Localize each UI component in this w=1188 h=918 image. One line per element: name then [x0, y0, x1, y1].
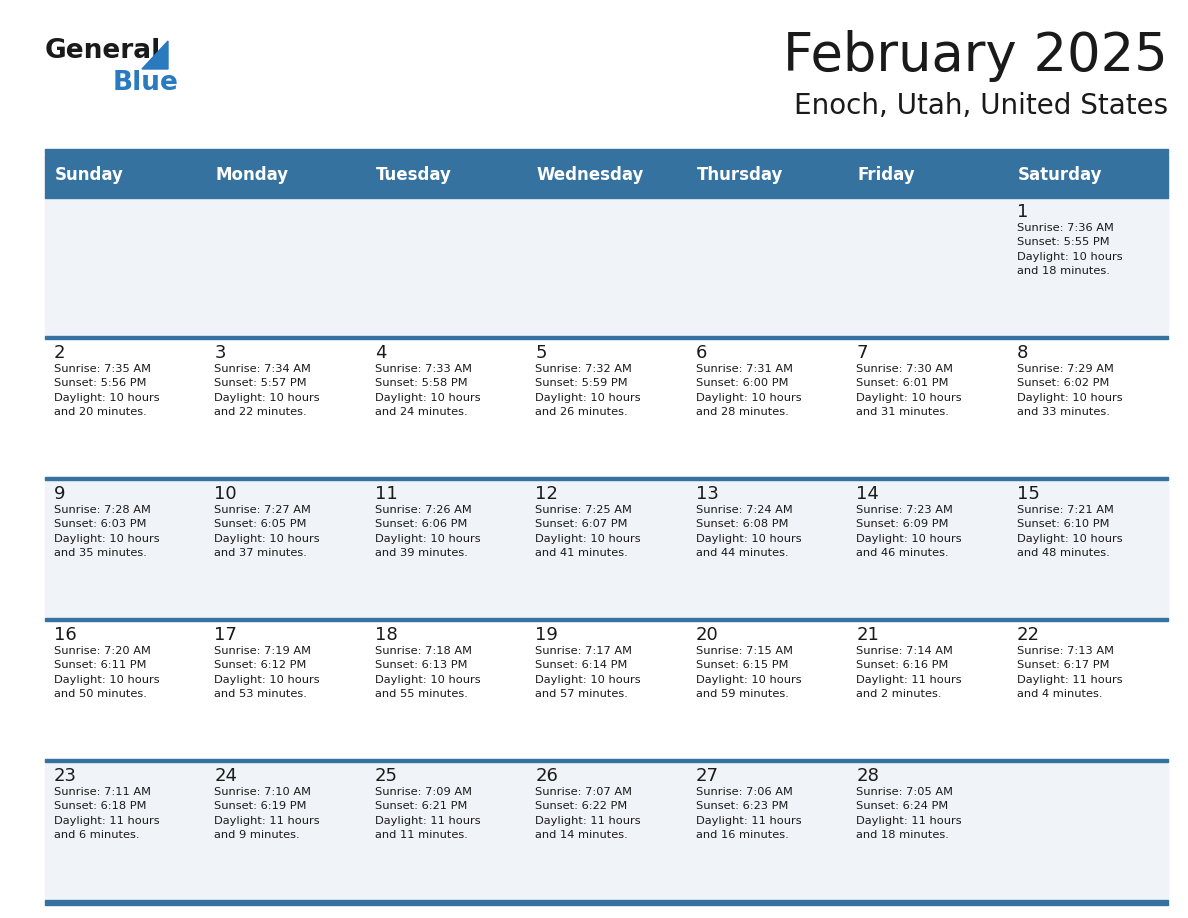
- Text: 20: 20: [696, 626, 719, 644]
- Text: Saturday: Saturday: [1018, 166, 1102, 184]
- Text: 28: 28: [857, 767, 879, 785]
- Text: Monday: Monday: [215, 166, 289, 184]
- Text: Sunrise: 7:33 AM
Sunset: 5:58 PM
Daylight: 10 hours
and 24 minutes.: Sunrise: 7:33 AM Sunset: 5:58 PM Dayligh…: [375, 364, 480, 417]
- Text: 18: 18: [375, 626, 398, 644]
- Text: 16: 16: [53, 626, 77, 644]
- Text: Thursday: Thursday: [696, 166, 783, 184]
- Text: 5: 5: [536, 344, 546, 362]
- Bar: [45, 618, 1168, 759]
- Text: Sunrise: 7:18 AM
Sunset: 6:13 PM
Daylight: 10 hours
and 55 minutes.: Sunrise: 7:18 AM Sunset: 6:13 PM Dayligh…: [375, 646, 480, 700]
- Text: 15: 15: [1017, 485, 1040, 503]
- Text: 17: 17: [214, 626, 238, 644]
- Text: 24: 24: [214, 767, 238, 785]
- Bar: [45, 195, 1168, 336]
- Text: Sunrise: 7:36 AM
Sunset: 5:55 PM
Daylight: 10 hours
and 18 minutes.: Sunrise: 7:36 AM Sunset: 5:55 PM Dayligh…: [1017, 223, 1123, 276]
- Text: 8: 8: [1017, 344, 1028, 362]
- Text: Sunrise: 7:30 AM
Sunset: 6:01 PM
Daylight: 10 hours
and 31 minutes.: Sunrise: 7:30 AM Sunset: 6:01 PM Dayligh…: [857, 364, 962, 417]
- Text: 2: 2: [53, 344, 65, 362]
- Text: 3: 3: [214, 344, 226, 362]
- Text: Sunrise: 7:24 AM
Sunset: 6:08 PM
Daylight: 10 hours
and 44 minutes.: Sunrise: 7:24 AM Sunset: 6:08 PM Dayligh…: [696, 505, 802, 558]
- Text: 7: 7: [857, 344, 867, 362]
- Text: Sunrise: 7:15 AM
Sunset: 6:15 PM
Daylight: 10 hours
and 59 minutes.: Sunrise: 7:15 AM Sunset: 6:15 PM Dayligh…: [696, 646, 802, 700]
- Text: Blue: Blue: [113, 70, 179, 96]
- Text: Sunrise: 7:17 AM
Sunset: 6:14 PM
Daylight: 10 hours
and 57 minutes.: Sunrise: 7:17 AM Sunset: 6:14 PM Dayligh…: [536, 646, 640, 700]
- Text: Wednesday: Wednesday: [536, 166, 644, 184]
- Text: 19: 19: [536, 626, 558, 644]
- Bar: [45, 195, 1168, 197]
- Text: 1: 1: [1017, 203, 1028, 221]
- Polygon shape: [143, 41, 168, 69]
- Bar: [45, 759, 1168, 900]
- Text: Sunrise: 7:14 AM
Sunset: 6:16 PM
Daylight: 11 hours
and 2 minutes.: Sunrise: 7:14 AM Sunset: 6:16 PM Dayligh…: [857, 646, 962, 700]
- Text: Sunrise: 7:29 AM
Sunset: 6:02 PM
Daylight: 10 hours
and 33 minutes.: Sunrise: 7:29 AM Sunset: 6:02 PM Dayligh…: [1017, 364, 1123, 417]
- Text: 9: 9: [53, 485, 65, 503]
- Text: Sunrise: 7:25 AM
Sunset: 6:07 PM
Daylight: 10 hours
and 41 minutes.: Sunrise: 7:25 AM Sunset: 6:07 PM Dayligh…: [536, 505, 640, 558]
- Text: Sunrise: 7:28 AM
Sunset: 6:03 PM
Daylight: 10 hours
and 35 minutes.: Sunrise: 7:28 AM Sunset: 6:03 PM Dayligh…: [53, 505, 159, 558]
- Text: Sunrise: 7:09 AM
Sunset: 6:21 PM
Daylight: 11 hours
and 11 minutes.: Sunrise: 7:09 AM Sunset: 6:21 PM Dayligh…: [375, 787, 480, 840]
- Text: 14: 14: [857, 485, 879, 503]
- Text: 10: 10: [214, 485, 238, 503]
- Bar: [45, 477, 1168, 618]
- Bar: [45, 477, 1168, 479]
- Bar: [45, 759, 1168, 762]
- Text: Sunrise: 7:23 AM
Sunset: 6:09 PM
Daylight: 10 hours
and 46 minutes.: Sunrise: 7:23 AM Sunset: 6:09 PM Dayligh…: [857, 505, 962, 558]
- Text: Sunday: Sunday: [55, 166, 124, 184]
- Text: Sunrise: 7:05 AM
Sunset: 6:24 PM
Daylight: 11 hours
and 18 minutes.: Sunrise: 7:05 AM Sunset: 6:24 PM Dayligh…: [857, 787, 962, 840]
- Text: Sunrise: 7:13 AM
Sunset: 6:17 PM
Daylight: 11 hours
and 4 minutes.: Sunrise: 7:13 AM Sunset: 6:17 PM Dayligh…: [1017, 646, 1123, 700]
- Text: 21: 21: [857, 626, 879, 644]
- Text: Sunrise: 7:27 AM
Sunset: 6:05 PM
Daylight: 10 hours
and 37 minutes.: Sunrise: 7:27 AM Sunset: 6:05 PM Dayligh…: [214, 505, 320, 558]
- Text: 4: 4: [375, 344, 386, 362]
- Text: February 2025: February 2025: [783, 30, 1168, 82]
- Text: Sunrise: 7:35 AM
Sunset: 5:56 PM
Daylight: 10 hours
and 20 minutes.: Sunrise: 7:35 AM Sunset: 5:56 PM Dayligh…: [53, 364, 159, 417]
- Text: Sunrise: 7:34 AM
Sunset: 5:57 PM
Daylight: 10 hours
and 22 minutes.: Sunrise: 7:34 AM Sunset: 5:57 PM Dayligh…: [214, 364, 320, 417]
- Bar: [45, 336, 1168, 477]
- Text: 6: 6: [696, 344, 707, 362]
- Text: Sunrise: 7:32 AM
Sunset: 5:59 PM
Daylight: 10 hours
and 26 minutes.: Sunrise: 7:32 AM Sunset: 5:59 PM Dayligh…: [536, 364, 640, 417]
- Bar: [45, 900, 1168, 905]
- Text: Sunrise: 7:11 AM
Sunset: 6:18 PM
Daylight: 11 hours
and 6 minutes.: Sunrise: 7:11 AM Sunset: 6:18 PM Dayligh…: [53, 787, 159, 840]
- Bar: [45, 336, 1168, 339]
- Text: 11: 11: [375, 485, 398, 503]
- Text: Sunrise: 7:10 AM
Sunset: 6:19 PM
Daylight: 11 hours
and 9 minutes.: Sunrise: 7:10 AM Sunset: 6:19 PM Dayligh…: [214, 787, 320, 840]
- Bar: [45, 618, 1168, 621]
- Text: Sunrise: 7:21 AM
Sunset: 6:10 PM
Daylight: 10 hours
and 48 minutes.: Sunrise: 7:21 AM Sunset: 6:10 PM Dayligh…: [1017, 505, 1123, 558]
- Text: Sunrise: 7:07 AM
Sunset: 6:22 PM
Daylight: 11 hours
and 14 minutes.: Sunrise: 7:07 AM Sunset: 6:22 PM Dayligh…: [536, 787, 640, 840]
- Text: Enoch, Utah, United States: Enoch, Utah, United States: [794, 92, 1168, 120]
- Text: Tuesday: Tuesday: [375, 166, 451, 184]
- Text: Sunrise: 7:06 AM
Sunset: 6:23 PM
Daylight: 11 hours
and 16 minutes.: Sunrise: 7:06 AM Sunset: 6:23 PM Dayligh…: [696, 787, 802, 840]
- Bar: [45, 149, 1168, 154]
- Bar: [45, 155, 1168, 195]
- Text: General: General: [45, 38, 162, 64]
- Text: Sunrise: 7:20 AM
Sunset: 6:11 PM
Daylight: 10 hours
and 50 minutes.: Sunrise: 7:20 AM Sunset: 6:11 PM Dayligh…: [53, 646, 159, 700]
- Text: Sunrise: 7:26 AM
Sunset: 6:06 PM
Daylight: 10 hours
and 39 minutes.: Sunrise: 7:26 AM Sunset: 6:06 PM Dayligh…: [375, 505, 480, 558]
- Text: 23: 23: [53, 767, 77, 785]
- Text: 26: 26: [536, 767, 558, 785]
- Text: 12: 12: [536, 485, 558, 503]
- Text: 22: 22: [1017, 626, 1040, 644]
- Text: Sunrise: 7:19 AM
Sunset: 6:12 PM
Daylight: 10 hours
and 53 minutes.: Sunrise: 7:19 AM Sunset: 6:12 PM Dayligh…: [214, 646, 320, 700]
- Text: Sunrise: 7:31 AM
Sunset: 6:00 PM
Daylight: 10 hours
and 28 minutes.: Sunrise: 7:31 AM Sunset: 6:00 PM Dayligh…: [696, 364, 802, 417]
- Text: 27: 27: [696, 767, 719, 785]
- Text: 13: 13: [696, 485, 719, 503]
- Text: 25: 25: [375, 767, 398, 785]
- Text: Friday: Friday: [858, 166, 915, 184]
